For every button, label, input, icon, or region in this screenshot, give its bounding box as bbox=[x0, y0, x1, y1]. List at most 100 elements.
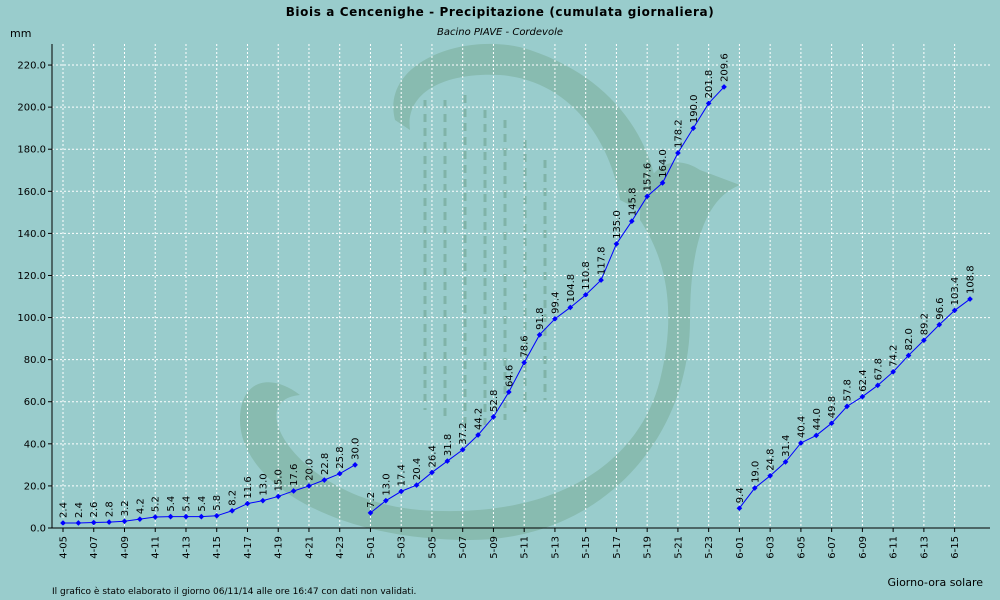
data-point bbox=[874, 382, 881, 389]
data-label: 108.8 bbox=[966, 265, 977, 294]
data-point bbox=[675, 150, 681, 156]
x-tick-label: 5-05 bbox=[427, 536, 438, 559]
data-point bbox=[260, 497, 266, 504]
x-tick-label: 5-07 bbox=[458, 536, 469, 559]
data-label: 3.2 bbox=[120, 500, 131, 516]
data-label: 89.2 bbox=[919, 313, 930, 335]
data-point bbox=[736, 505, 743, 512]
data-point bbox=[321, 477, 328, 483]
data-label: 2.8 bbox=[105, 501, 116, 517]
y-ticks: 0.0 20.0 40.0 60.0 80.0 100.0 120.0 140.0 160.0 1… bbox=[17, 61, 52, 535]
data-point bbox=[198, 513, 205, 520]
axes bbox=[51, 44, 990, 529]
data-label: 2.6 bbox=[89, 502, 100, 518]
x-tick-label: 6-05 bbox=[796, 536, 807, 559]
data-label: 40.4 bbox=[796, 416, 807, 438]
y-tick-label: 60.0 bbox=[24, 397, 46, 408]
data-point bbox=[598, 277, 604, 283]
data-label: 82.0 bbox=[904, 328, 915, 350]
data-point bbox=[75, 520, 82, 526]
x-tick-label: 5-21 bbox=[673, 536, 684, 559]
data-point bbox=[859, 393, 866, 400]
x-tick-label: 4-23 bbox=[335, 536, 346, 559]
data-label: 13.0 bbox=[381, 473, 392, 495]
data-label: 117.8 bbox=[597, 246, 608, 275]
data-label: 11.6 bbox=[243, 476, 254, 498]
data-point bbox=[306, 483, 312, 489]
x-tick-label: 4-07 bbox=[89, 536, 100, 559]
x-tick-label: 4-13 bbox=[181, 536, 192, 559]
data-point bbox=[290, 488, 297, 494]
data-label: 8.2 bbox=[228, 490, 239, 506]
data-label: 103.4 bbox=[950, 277, 961, 306]
x-tick-label: 5-01 bbox=[366, 536, 377, 559]
data-label: 20.0 bbox=[304, 459, 315, 481]
data-label: 15.0 bbox=[274, 469, 285, 491]
data-point bbox=[490, 414, 497, 420]
data-label: 157.6 bbox=[643, 163, 654, 192]
data-label: 13.0 bbox=[258, 473, 269, 495]
data-label: 99.4 bbox=[550, 292, 561, 314]
data-point bbox=[398, 488, 405, 495]
data-label: 25.8 bbox=[335, 446, 346, 468]
y-tick-label: 100.0 bbox=[17, 313, 46, 324]
x-tick-label: 5-23 bbox=[704, 536, 715, 559]
data-point bbox=[782, 459, 789, 465]
data-labels: 2.4 2.4 2.6 2.8 3.2 4.2 5.2 5.4 5.4 5.4 5.8 8.2 11.6… bbox=[59, 53, 977, 518]
y-tick-label: 80.0 bbox=[24, 355, 46, 366]
data-label: 44.2 bbox=[474, 408, 485, 430]
data-label: 67.8 bbox=[873, 358, 884, 380]
x-tick-label: 6-07 bbox=[827, 536, 838, 559]
x-tick-label: 5-11 bbox=[520, 536, 531, 559]
data-label: 37.2 bbox=[458, 422, 469, 444]
x-tick-label: 6-09 bbox=[858, 536, 869, 559]
data-label: 96.6 bbox=[935, 297, 946, 319]
data-point bbox=[106, 519, 112, 525]
data-point bbox=[213, 512, 220, 519]
data-point bbox=[690, 125, 697, 132]
data-label: 5.2 bbox=[151, 496, 162, 512]
data-label: 57.8 bbox=[843, 379, 854, 401]
data-label: 7.2 bbox=[366, 492, 377, 508]
data-point bbox=[644, 193, 650, 200]
data-point bbox=[567, 304, 574, 311]
y-tick-label: 200.0 bbox=[17, 103, 46, 114]
data-point bbox=[90, 519, 97, 526]
x-tick-label: 5-15 bbox=[581, 536, 592, 559]
data-point bbox=[229, 507, 235, 514]
data-label: 164.0 bbox=[658, 149, 669, 178]
data-point bbox=[705, 100, 712, 107]
data-label: 20.4 bbox=[412, 458, 423, 480]
data-label: 31.8 bbox=[443, 434, 454, 456]
data-point bbox=[275, 493, 282, 500]
data-point bbox=[459, 446, 466, 453]
data-point bbox=[905, 352, 912, 359]
x-tick-label: 6-11 bbox=[889, 536, 900, 559]
x-tick-label: 5-19 bbox=[643, 536, 654, 559]
data-point bbox=[552, 315, 558, 322]
data-label: 104.8 bbox=[566, 274, 577, 303]
data-point bbox=[367, 510, 374, 516]
data-label: 44.0 bbox=[812, 408, 823, 430]
data-label: 201.8 bbox=[704, 70, 715, 99]
data-point bbox=[429, 469, 435, 476]
data-label: 62.4 bbox=[858, 369, 869, 391]
data-point bbox=[137, 516, 143, 522]
data-label: 22.8 bbox=[320, 453, 331, 475]
data-point bbox=[721, 84, 727, 90]
data-point bbox=[751, 485, 758, 491]
data-label: 110.8 bbox=[581, 261, 592, 290]
data-label: 5.4 bbox=[197, 496, 208, 512]
series-line bbox=[739, 298, 971, 509]
data-point bbox=[60, 520, 66, 526]
y-tick-label: 0.0 bbox=[30, 524, 46, 535]
data-label: 145.8 bbox=[627, 188, 638, 217]
x-tick-label: 4-19 bbox=[274, 536, 285, 559]
data-point bbox=[183, 513, 189, 520]
x-tick-label: 4-21 bbox=[304, 536, 315, 559]
x-tick-label: 4-05 bbox=[59, 536, 70, 559]
data-label: 17.6 bbox=[289, 464, 300, 486]
data-point bbox=[628, 218, 635, 225]
x-tick-label: 5-09 bbox=[489, 536, 500, 559]
